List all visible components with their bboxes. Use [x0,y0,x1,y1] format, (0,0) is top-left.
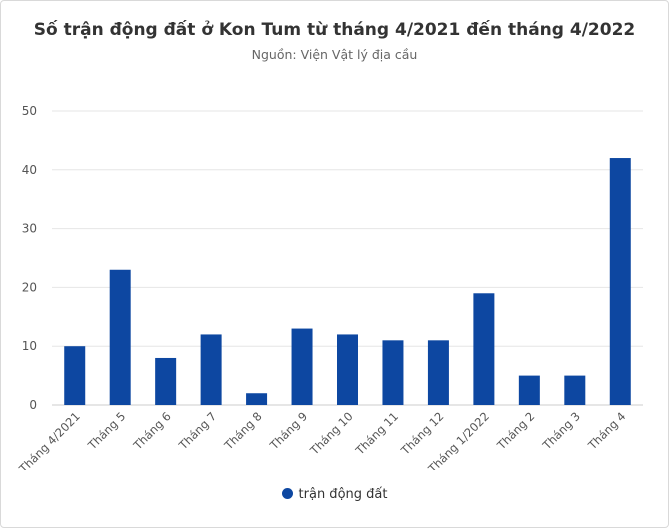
legend[interactable]: trận động đất [0,487,669,502]
x-axis-ticks: Tháng 4/2021 Tháng 5 Tháng 6 Tháng 7 Tháng 8… [16,409,629,470]
bar[interactable] [518,375,540,405]
bar[interactable] [291,328,313,405]
bar[interactable] [609,158,631,405]
bar[interactable] [246,393,268,405]
grid-lines [52,110,643,406]
bar[interactable] [382,340,404,405]
y-tick-label: 0 [29,398,37,412]
y-axis-ticks: 0 10 20 30 40 50 [22,104,37,412]
y-tick-label: 40 [22,163,37,177]
chart-subtitle: Nguồn: Viện Vật lý địa cầu [251,47,418,62]
x-tick-label: Tháng 9 [266,409,310,453]
x-tick-label: Tháng 4 [585,409,629,453]
y-tick-label: 50 [22,104,37,118]
y-tick-label: 30 [22,222,37,236]
x-tick-label: Tháng 10 [307,409,356,458]
chart-title: Số trận động đất ở Kon Tum từ tháng 4/20… [33,20,636,40]
y-tick-label: 10 [22,339,37,353]
bar[interactable] [427,340,449,405]
x-tick-label: Tháng 6 [130,409,174,453]
bars [64,158,631,405]
bar[interactable] [64,346,86,405]
bar[interactable] [337,334,358,405]
x-tick-label: Tháng 4/2021 [16,409,83,470]
x-tick-label: Tháng 7 [175,409,219,453]
x-tick-label: Tháng 8 [221,409,265,453]
bar[interactable] [155,357,177,405]
legend-label: trận động đất [298,487,388,502]
legend-marker [281,488,293,499]
y-tick-label: 20 [22,280,37,294]
bar[interactable] [109,269,131,405]
x-tick-label: Tháng 2 [494,409,538,453]
x-tick-label: Tháng 3 [539,409,583,453]
x-tick-label: Tháng 11 [352,409,401,458]
x-tick-label: Tháng 5 [85,409,129,453]
bar[interactable] [200,334,222,405]
bar[interactable] [564,375,586,405]
bar[interactable] [473,293,495,405]
